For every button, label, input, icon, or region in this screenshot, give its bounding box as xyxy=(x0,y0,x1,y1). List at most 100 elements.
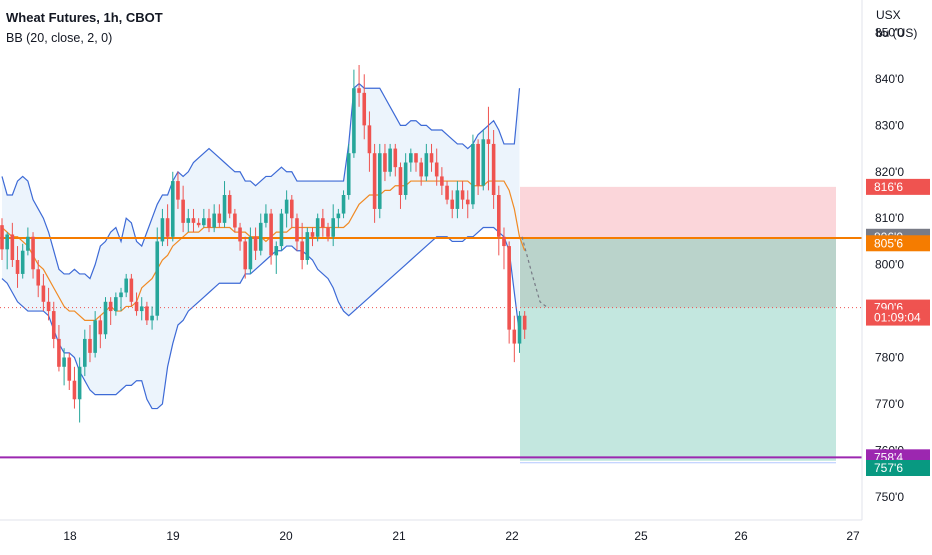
candle-body xyxy=(481,139,486,186)
candle-body xyxy=(310,232,315,237)
candle-body xyxy=(88,338,92,353)
candle-body xyxy=(434,162,439,177)
x-tick-label: 26 xyxy=(734,529,748,543)
candle-body xyxy=(186,218,191,223)
candle-body xyxy=(227,195,232,214)
candle-body xyxy=(20,250,25,274)
candle-body xyxy=(217,213,222,223)
y-tick-label: 750'0 xyxy=(875,490,904,504)
candle-body xyxy=(429,153,434,163)
y-tick-label: 840'0 xyxy=(875,72,904,86)
x-tick-label: 21 xyxy=(392,529,406,543)
candle-body xyxy=(176,181,180,200)
unit-label: bu (US) xyxy=(876,26,918,40)
candle-body xyxy=(10,234,15,260)
candle-body xyxy=(341,195,346,214)
candle-body xyxy=(315,218,320,237)
x-tick-label: 19 xyxy=(166,529,180,543)
candle-body xyxy=(181,199,185,223)
candle-body xyxy=(124,278,128,293)
candle-body xyxy=(98,320,103,335)
candle-body xyxy=(155,241,160,316)
y-tick-label: 780'0 xyxy=(875,351,904,365)
candle-body xyxy=(258,222,263,251)
candle-body xyxy=(295,218,299,242)
candle-body xyxy=(471,143,475,205)
y-tick-label: 830'0 xyxy=(875,118,904,132)
candle-body xyxy=(233,213,237,228)
candle-body xyxy=(31,236,35,270)
x-tick-label: 27 xyxy=(846,529,860,543)
candle-body xyxy=(403,162,408,195)
candle-body xyxy=(139,306,144,312)
candle-body xyxy=(51,311,56,339)
candle-body xyxy=(424,153,429,177)
candle-body xyxy=(253,236,258,251)
x-tick-label: 18 xyxy=(63,529,77,543)
candle-body xyxy=(202,218,206,226)
candle-body xyxy=(212,213,216,228)
candle-body xyxy=(522,315,527,330)
take-profit-zone xyxy=(520,307,836,461)
candle-body xyxy=(305,232,310,260)
candle-body xyxy=(248,236,253,270)
price-label-box xyxy=(866,309,930,326)
candles xyxy=(0,65,527,423)
price-scale-unit: USX bu (US) xyxy=(876,6,917,42)
candle-body xyxy=(93,320,97,353)
candle-body xyxy=(502,236,506,247)
candle-body xyxy=(284,199,289,214)
indicator-label[interactable]: BB (20, close, 2, 0) xyxy=(6,31,113,45)
candle-body xyxy=(512,329,517,344)
candle-body xyxy=(460,190,465,200)
price-label-text: 01:09:04 xyxy=(874,311,921,325)
candle-body xyxy=(331,218,335,237)
candle-body xyxy=(377,153,382,209)
candle-body xyxy=(129,278,134,302)
candle-body xyxy=(145,306,149,321)
price-label-text: 757'6 xyxy=(874,461,903,475)
chart-legend[interactable]: Wheat Futures, 1h, CBOT BB (20, close, 2… xyxy=(6,8,163,48)
candle-body xyxy=(46,301,51,312)
candle-body xyxy=(41,285,46,302)
price-label-text: 805'6 xyxy=(874,236,903,250)
projection-path xyxy=(521,236,547,307)
candle-body xyxy=(77,366,82,400)
candle-body xyxy=(517,315,522,344)
candle-body xyxy=(507,246,511,330)
candle-body xyxy=(440,176,444,186)
candle-body xyxy=(83,338,87,367)
candle-body xyxy=(62,357,66,367)
candle-body xyxy=(497,195,501,237)
candle-body xyxy=(264,213,268,223)
candle-body xyxy=(445,185,449,200)
candle-body xyxy=(476,143,480,186)
candle-body xyxy=(300,241,304,260)
bb-upper-line xyxy=(1,82,521,280)
candle-body xyxy=(26,236,30,251)
candle-body xyxy=(170,181,175,237)
candle-body xyxy=(419,162,423,177)
y-tick-label: 850'0 xyxy=(875,26,904,40)
candle-body xyxy=(367,125,372,154)
candle-body xyxy=(393,148,398,168)
candle-body xyxy=(72,380,77,400)
bb-basis-line xyxy=(1,180,526,321)
candle-body xyxy=(114,297,118,312)
candle-body xyxy=(465,199,470,205)
candle-body xyxy=(414,153,418,163)
symbol-title[interactable]: Wheat Futures, 1h, CBOT xyxy=(6,10,163,25)
candle-body xyxy=(352,88,356,154)
candle-body xyxy=(321,218,325,228)
candle-body xyxy=(486,139,491,144)
bb-lower-line xyxy=(1,226,521,410)
candle-body xyxy=(5,234,9,250)
candle-body xyxy=(388,148,392,172)
candle-body xyxy=(243,241,248,270)
candle-body xyxy=(491,143,496,195)
candle-body xyxy=(150,315,154,321)
y-tick-label: 820'0 xyxy=(875,165,904,179)
